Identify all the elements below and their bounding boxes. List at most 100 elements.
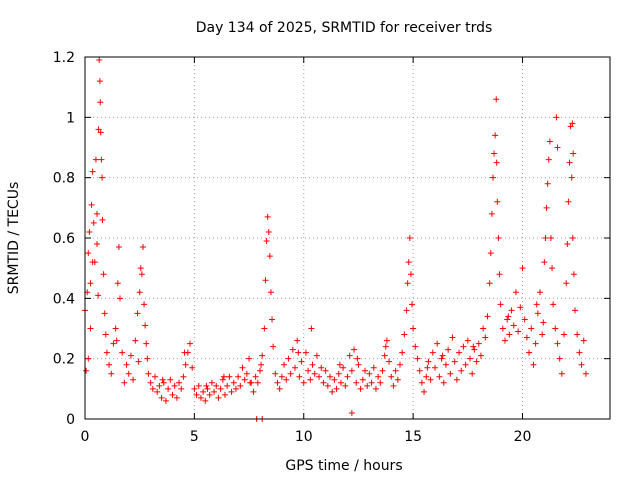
x-tick-label: 0 xyxy=(81,429,90,445)
data-point xyxy=(217,385,224,392)
data-point xyxy=(307,376,314,383)
grid xyxy=(85,57,610,419)
data-point xyxy=(263,238,270,245)
data-point xyxy=(561,331,568,338)
data-point xyxy=(381,352,388,359)
data-point xyxy=(418,379,425,386)
data-point xyxy=(563,280,570,287)
data-point xyxy=(487,250,494,257)
data-point xyxy=(274,379,281,386)
data-point xyxy=(556,355,563,362)
data-point xyxy=(247,379,254,386)
data-point xyxy=(289,346,296,353)
data-point xyxy=(506,331,513,338)
data-point xyxy=(549,265,556,272)
data-point xyxy=(230,379,237,386)
data-point xyxy=(421,388,428,395)
data-point xyxy=(99,216,106,223)
data-point xyxy=(123,361,130,368)
data-point xyxy=(296,373,303,380)
data-point xyxy=(532,340,539,347)
data-point xyxy=(537,289,543,296)
data-point xyxy=(475,340,482,347)
data-point xyxy=(530,361,537,368)
data-point xyxy=(333,385,340,392)
data-point xyxy=(187,340,193,347)
data-point xyxy=(134,310,141,317)
data-point xyxy=(101,310,108,317)
data-point xyxy=(241,376,248,383)
data-point xyxy=(337,379,344,386)
data-point xyxy=(491,150,498,157)
data-point xyxy=(473,358,480,365)
data-point xyxy=(539,331,546,338)
data-point xyxy=(95,292,102,299)
data-point xyxy=(228,388,235,395)
data-point xyxy=(550,301,557,308)
data-point xyxy=(159,376,166,383)
data-point xyxy=(494,198,501,205)
data-point xyxy=(264,213,271,220)
data-point xyxy=(261,325,268,332)
data-point xyxy=(510,322,517,329)
data-point xyxy=(366,370,373,377)
data-point xyxy=(495,235,502,241)
data-point xyxy=(206,391,213,398)
data-point xyxy=(313,352,320,359)
data-point xyxy=(410,325,417,332)
data-point xyxy=(108,370,115,377)
data-point xyxy=(458,367,465,374)
axis-ticks: 0 5 10 15 20 0 0.2 0.4 0.6 0.8 1 1.2 xyxy=(53,50,610,445)
data-point xyxy=(493,159,500,166)
data-point xyxy=(220,373,227,380)
data-point xyxy=(357,385,364,392)
data-point xyxy=(283,376,290,383)
x-tick-label: 10 xyxy=(295,429,313,445)
data-point xyxy=(90,219,97,226)
data-point xyxy=(193,391,200,398)
data-point xyxy=(213,382,220,389)
data-point xyxy=(348,409,355,416)
data-point xyxy=(250,388,257,395)
data-point xyxy=(97,129,104,136)
data-point xyxy=(484,313,491,320)
data-point xyxy=(110,340,117,347)
data-point xyxy=(208,379,215,386)
data-point xyxy=(544,180,551,187)
data-point xyxy=(211,388,218,395)
data-point xyxy=(427,376,434,383)
data-point xyxy=(464,337,471,344)
y-tick-label: 0.6 xyxy=(53,231,75,247)
data-point xyxy=(117,295,123,302)
data-point xyxy=(405,259,412,266)
data-point xyxy=(132,337,139,344)
data-point xyxy=(406,235,413,241)
data-point xyxy=(191,385,198,392)
data-point xyxy=(429,349,436,356)
data-point xyxy=(570,271,577,278)
data-point xyxy=(145,370,152,377)
data-point xyxy=(298,358,305,365)
data-point xyxy=(383,337,390,344)
data-point xyxy=(388,373,395,380)
y-axis-title: SRMTID / TECUs xyxy=(6,182,22,295)
data-point xyxy=(292,364,298,371)
data-point xyxy=(89,168,96,175)
data-point xyxy=(565,198,572,205)
data-point xyxy=(178,385,185,392)
data-point xyxy=(554,144,561,151)
data-point xyxy=(262,277,269,284)
data-point xyxy=(397,361,403,368)
data-point xyxy=(432,364,438,371)
data-point xyxy=(165,385,172,392)
data-point xyxy=(505,313,512,320)
data-point xyxy=(412,343,419,350)
data-point xyxy=(137,265,144,272)
data-point xyxy=(353,379,360,386)
data-point xyxy=(477,352,484,359)
data-point xyxy=(95,126,102,133)
data-point xyxy=(143,340,150,347)
x-tick-label: 20 xyxy=(514,429,532,445)
data-point xyxy=(324,382,331,389)
data-point xyxy=(96,57,103,64)
